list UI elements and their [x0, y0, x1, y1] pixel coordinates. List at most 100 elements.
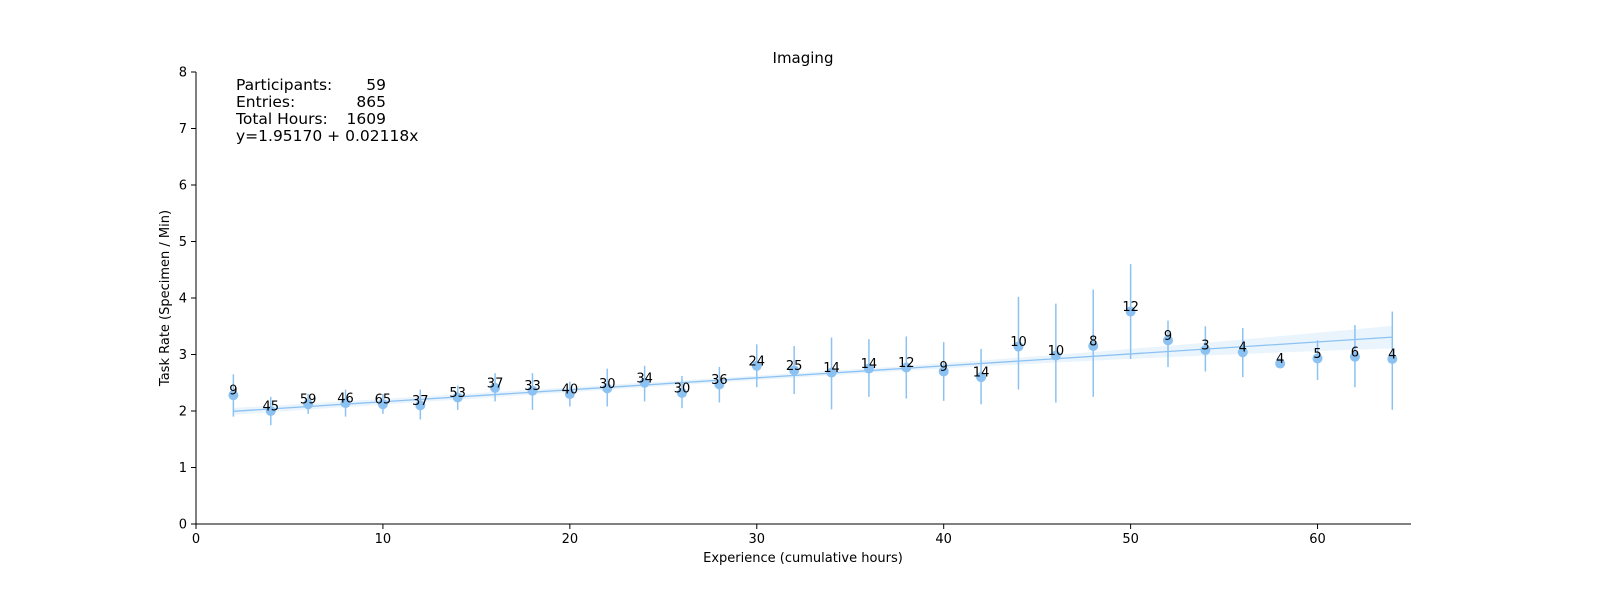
stats-participants-value: 59 [366, 76, 386, 94]
count-label: 59 [300, 393, 317, 408]
x-axis-label: Experience (cumulative hours) [703, 551, 903, 566]
data-point [677, 387, 687, 398]
x-tick-label: 20 [562, 532, 579, 547]
data-point [789, 365, 800, 376]
count-label: 30 [599, 377, 616, 392]
count-label: 12 [1122, 300, 1139, 315]
count-label: 6 [1351, 345, 1359, 360]
data-point [527, 385, 538, 396]
data-point [1275, 358, 1286, 369]
stats-annotation: Participants: 59 Entries: 865 Total Hour… [235, 76, 418, 145]
y-ticks: 0 1 2 3 4 5 6 7 8 [179, 66, 196, 533]
count-label: 14 [861, 357, 878, 372]
count-label: 4 [1239, 341, 1247, 356]
x-tick-label: 30 [748, 532, 765, 547]
y-tick-label: 3 [179, 348, 187, 363]
data-point [1125, 306, 1136, 317]
count-label: 9 [940, 360, 948, 375]
data-point [1088, 341, 1099, 352]
data-point [1200, 344, 1211, 355]
count-label: 4 [1388, 348, 1396, 363]
data-point [265, 406, 276, 416]
stats-entries-value: 865 [356, 93, 386, 111]
count-label: 37 [412, 394, 429, 409]
data-point [452, 392, 463, 403]
stats-participants-label: Participants: [236, 76, 332, 94]
count-label: 34 [636, 371, 653, 386]
regression-ci-band [233, 325, 1393, 415]
data-point [976, 372, 987, 383]
data-point [863, 363, 874, 374]
count-label: 8 [1089, 335, 1097, 350]
data-point [1237, 347, 1248, 358]
data-point [938, 366, 949, 377]
count-label: 37 [487, 376, 504, 391]
stats-total-hours-value: 1609 [347, 110, 386, 128]
data-point [415, 400, 426, 411]
data-point [228, 390, 239, 401]
count-label: 9 [229, 384, 237, 399]
y-tick-label: 2 [179, 405, 187, 420]
count-label: 33 [524, 379, 541, 394]
count-label: 53 [449, 386, 466, 401]
point-layer [228, 306, 1398, 416]
count-label: 24 [748, 354, 765, 369]
count-label: 14 [973, 366, 990, 381]
y-tick-label: 7 [179, 122, 187, 137]
data-point [303, 399, 314, 410]
count-label: 45 [262, 400, 279, 415]
regression-confidence-band [233, 325, 1393, 415]
y-axis-label: Task Rate (Specimen / Min) [158, 210, 173, 387]
stats-total-hours-label: Total Hours: [235, 110, 328, 128]
count-label: 65 [375, 393, 392, 408]
data-point [490, 382, 501, 393]
count-label: 5 [1313, 347, 1321, 362]
count-label: 30 [674, 381, 691, 396]
data-point [564, 389, 575, 400]
chart-title: Imaging [773, 49, 834, 67]
x-tick-label: 50 [1122, 532, 1139, 547]
x-ticks: 0 10 20 30 40 50 60 [192, 524, 1326, 547]
data-point [602, 383, 613, 394]
y-tick-label: 4 [179, 292, 187, 307]
data-point [1013, 341, 1024, 352]
count-label: 10 [1048, 344, 1065, 359]
count-label: 40 [562, 383, 579, 398]
data-point [639, 377, 650, 388]
data-point [1349, 351, 1360, 362]
data-point [826, 367, 837, 378]
count-label: 25 [786, 359, 803, 374]
x-tick-label: 10 [375, 532, 392, 547]
data-point [340, 398, 351, 409]
count-label: 12 [898, 356, 915, 371]
count-label: 10 [1010, 335, 1027, 350]
stats-equation: y=1.95170 + 0.02118x [236, 127, 418, 145]
count-label: 9 [1164, 329, 1172, 344]
y-tick-label: 0 [179, 518, 187, 533]
data-point [714, 379, 725, 390]
data-point [901, 362, 912, 373]
data-point [1387, 354, 1398, 365]
stats-entries-label: Entries: [236, 93, 295, 111]
count-label: 3 [1201, 338, 1209, 353]
regression-line [233, 336, 1393, 412]
y-tick-label: 8 [179, 66, 187, 81]
x-tick-label: 0 [192, 532, 200, 547]
count-label: 14 [823, 361, 840, 376]
y-tick-label: 5 [179, 235, 187, 250]
x-tick-label: 40 [935, 532, 952, 547]
data-point [751, 360, 762, 371]
y-tick-label: 1 [179, 461, 187, 476]
data-point [1050, 350, 1061, 361]
data-point [1163, 335, 1173, 346]
x-tick-label: 60 [1309, 532, 1326, 547]
y-tick-label: 6 [179, 179, 187, 194]
data-point [377, 399, 388, 410]
count-label: 36 [711, 373, 728, 388]
count-label: 46 [337, 392, 354, 407]
data-point [1312, 353, 1323, 364]
regression-line-layer [233, 336, 1393, 412]
count-label: 4 [1276, 352, 1284, 367]
